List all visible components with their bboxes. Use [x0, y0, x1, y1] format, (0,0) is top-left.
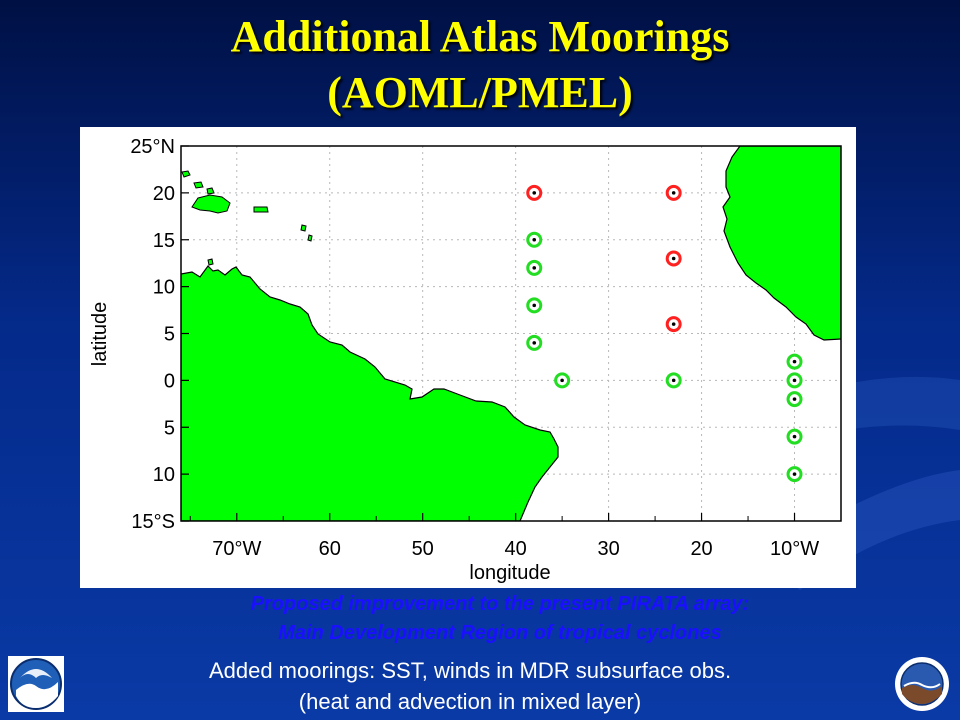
mooring-red-marker: [665, 250, 682, 267]
x-tick-label: 60: [319, 538, 341, 560]
y-axis-ticks: 25°N 20 15 10 5 0 5 10 15°S: [130, 136, 189, 533]
x-axis-ticks: 70°W 60 50 40 30 20 10°W: [189, 513, 842, 560]
y-tick-label: 5: [164, 324, 175, 346]
x-tick-label: 10°W: [770, 538, 819, 560]
caption-line-2: Main Development Region of tropical cycl…: [278, 622, 722, 644]
noaa-logo-icon: [8, 656, 64, 712]
x-tick-label: 30: [597, 538, 619, 560]
mooring-red-marker: [665, 316, 682, 333]
y-tick-label: 20: [153, 183, 175, 205]
mooring-green-marker: [526, 259, 543, 276]
y-tick-label: 25°N: [130, 136, 175, 158]
mooring-red-marker: [665, 184, 682, 201]
mooring-green-marker: [786, 353, 803, 370]
page-subtitle: (AOML/PMEL): [327, 68, 633, 117]
x-axis-label: longitude: [469, 562, 550, 584]
island-chain-land: [181, 170, 313, 266]
page-title: Additional Atlas Moorings: [230, 12, 730, 61]
puerto-rico-land: [253, 206, 269, 213]
mooring-map: 70°W 60 50 40 30 20 10°W 25°N 20 15 10 5 0 5 10 15°S l…: [80, 127, 856, 588]
south-america-land: [181, 265, 559, 521]
mooring-green-marker: [526, 334, 543, 351]
mooring-markers: [526, 184, 803, 483]
mooring-green-marker: [665, 372, 682, 389]
mooring-green-marker: [526, 297, 543, 314]
africa-land: [722, 146, 841, 341]
y-tick-label: 10: [153, 277, 175, 299]
mooring-green-marker: [526, 231, 543, 248]
land-masses: [181, 146, 841, 521]
department-seal-icon: [895, 657, 949, 711]
x-tick-label: 40: [505, 538, 527, 560]
y-tick-label: 5: [164, 417, 175, 439]
y-tick-label: 0: [164, 370, 175, 392]
y-tick-label: 15: [153, 230, 175, 252]
note-line-1: Added moorings: SST, winds in MDR subsur…: [208, 658, 732, 683]
x-tick-label: 70°W: [212, 538, 261, 560]
y-tick-label: 15°S: [131, 511, 175, 533]
y-tick-label: 10: [153, 464, 175, 486]
x-tick-label: 20: [690, 538, 712, 560]
mooring-green-marker: [786, 428, 803, 445]
mooring-red-marker: [526, 184, 543, 201]
mooring-green-marker: [786, 372, 803, 389]
hispaniola-land: [191, 194, 231, 214]
caption-line-1: Proposed improvement to the present PIRA…: [250, 593, 750, 615]
mooring-green-marker: [554, 372, 571, 389]
mooring-green-marker: [786, 391, 803, 408]
note-line-2: (heat and advection in mixed layer): [298, 689, 642, 714]
x-tick-label: 50: [412, 538, 434, 560]
mooring-green-marker: [786, 466, 803, 483]
y-axis-label: latitude: [89, 302, 111, 367]
